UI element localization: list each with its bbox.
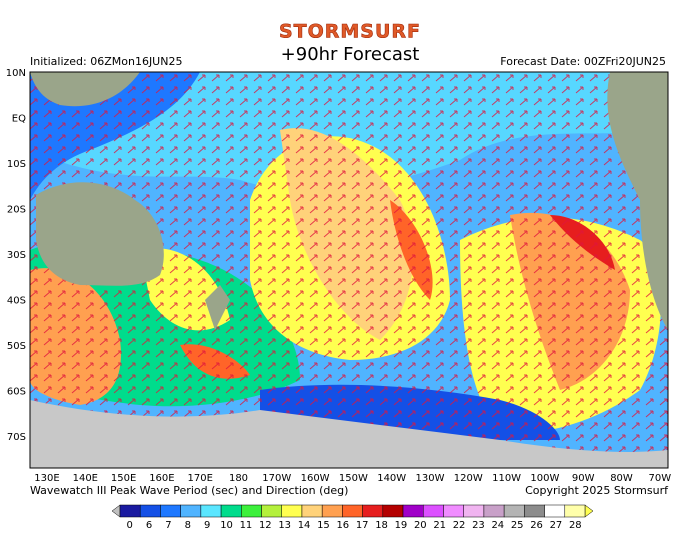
- lon-label: 170W: [262, 473, 291, 484]
- scale-swatch: [423, 504, 444, 518]
- scale-label: 28: [569, 520, 582, 531]
- scale-label: 16: [336, 520, 349, 531]
- forecast-date: Forecast Date: 00ZFri20JUN25: [500, 55, 666, 68]
- lat-label: 10N: [6, 68, 26, 79]
- lat-label: 60S: [7, 387, 26, 398]
- lon-label: 80W: [610, 473, 633, 484]
- lat-label: 70S: [7, 432, 26, 443]
- scale-swatch: [301, 504, 323, 518]
- lat-label: 40S: [7, 296, 26, 307]
- scale-label: 19: [395, 520, 408, 531]
- scale-swatch: [160, 504, 181, 518]
- scale-arrow-right: [584, 504, 594, 518]
- scale-swatch: [362, 504, 384, 518]
- scale-swatch: [281, 504, 303, 518]
- lat-label: 20S: [7, 205, 26, 216]
- scale-swatch: [483, 504, 505, 518]
- scale-swatch: [321, 504, 343, 518]
- scale-swatch: [200, 504, 222, 518]
- lat-label: 50S: [7, 341, 26, 352]
- scale-swatch: [139, 504, 161, 518]
- scale-swatch: [382, 504, 404, 518]
- scale-swatch: [261, 504, 282, 518]
- scale-label: 25: [511, 520, 524, 531]
- lon-label: 130E: [34, 473, 59, 484]
- scale-label: 15: [317, 520, 330, 531]
- scale-label: 12: [259, 520, 272, 531]
- scale-swatch: [524, 504, 545, 518]
- lon-label: 100W: [530, 473, 559, 484]
- scale-label: 27: [550, 520, 563, 531]
- lon-label: 150W: [339, 473, 368, 484]
- map-frame: [29, 71, 669, 469]
- scale-arrow-left: [111, 504, 121, 518]
- scale-label: 9: [204, 520, 210, 531]
- scale-label: 13: [278, 520, 291, 531]
- scale-label: 21: [433, 520, 446, 531]
- lon-label: 70W: [648, 473, 671, 484]
- scale-label: 8: [185, 520, 191, 531]
- scale-swatch: [564, 504, 586, 518]
- scale-swatch: [342, 504, 363, 518]
- lon-label: 170E: [187, 473, 212, 484]
- scale-swatch: [241, 504, 262, 518]
- scale-label: 22: [453, 520, 466, 531]
- lon-label: 160E: [149, 473, 174, 484]
- scale-swatch: [402, 504, 424, 518]
- scale-swatch: [443, 504, 464, 518]
- scale-label: 6: [146, 520, 152, 531]
- map: [30, 72, 668, 468]
- initialized: Initialized: 06ZMon16JUN25: [30, 55, 182, 68]
- lon-label: 90W: [572, 473, 595, 484]
- scale-label: 18: [375, 520, 388, 531]
- scale-label: 26: [530, 520, 543, 531]
- scale-swatch: [463, 504, 485, 518]
- lat-label: 30S: [7, 250, 26, 261]
- lon-label: 140E: [73, 473, 98, 484]
- scale-label: 24: [491, 520, 504, 531]
- lon-label: 180: [229, 473, 248, 484]
- scale-label: 23: [472, 520, 485, 531]
- scale-swatch: [544, 504, 566, 518]
- scale-swatch: [220, 504, 242, 518]
- scale-swatch: [503, 504, 525, 518]
- logo: STORMSURF: [279, 21, 421, 43]
- lat-label: 10S: [7, 159, 26, 170]
- scale-label: 14: [298, 520, 311, 531]
- lon-label: 110W: [492, 473, 521, 484]
- scale-swatch: [119, 504, 141, 518]
- caption: Wavewatch III Peak Wave Period (sec) and…: [30, 484, 348, 497]
- lon-label: 140W: [377, 473, 406, 484]
- lon-label: 130W: [416, 473, 445, 484]
- scale-label: 10: [220, 520, 233, 531]
- title: +90hr Forecast: [281, 44, 420, 65]
- lon-label: 160W: [301, 473, 330, 484]
- lat-label: EQ: [12, 114, 26, 125]
- scale-label: 0: [127, 520, 133, 531]
- scale-label: 20: [414, 520, 427, 531]
- scale-label: 11: [240, 520, 253, 531]
- scale-swatch: [180, 504, 202, 518]
- copyright: Copyright 2025 Stormsurf: [525, 484, 669, 497]
- scale-label: 17: [356, 520, 369, 531]
- lon-label: 120W: [454, 473, 483, 484]
- lon-label: 150E: [111, 473, 136, 484]
- scale-label: 7: [165, 520, 171, 531]
